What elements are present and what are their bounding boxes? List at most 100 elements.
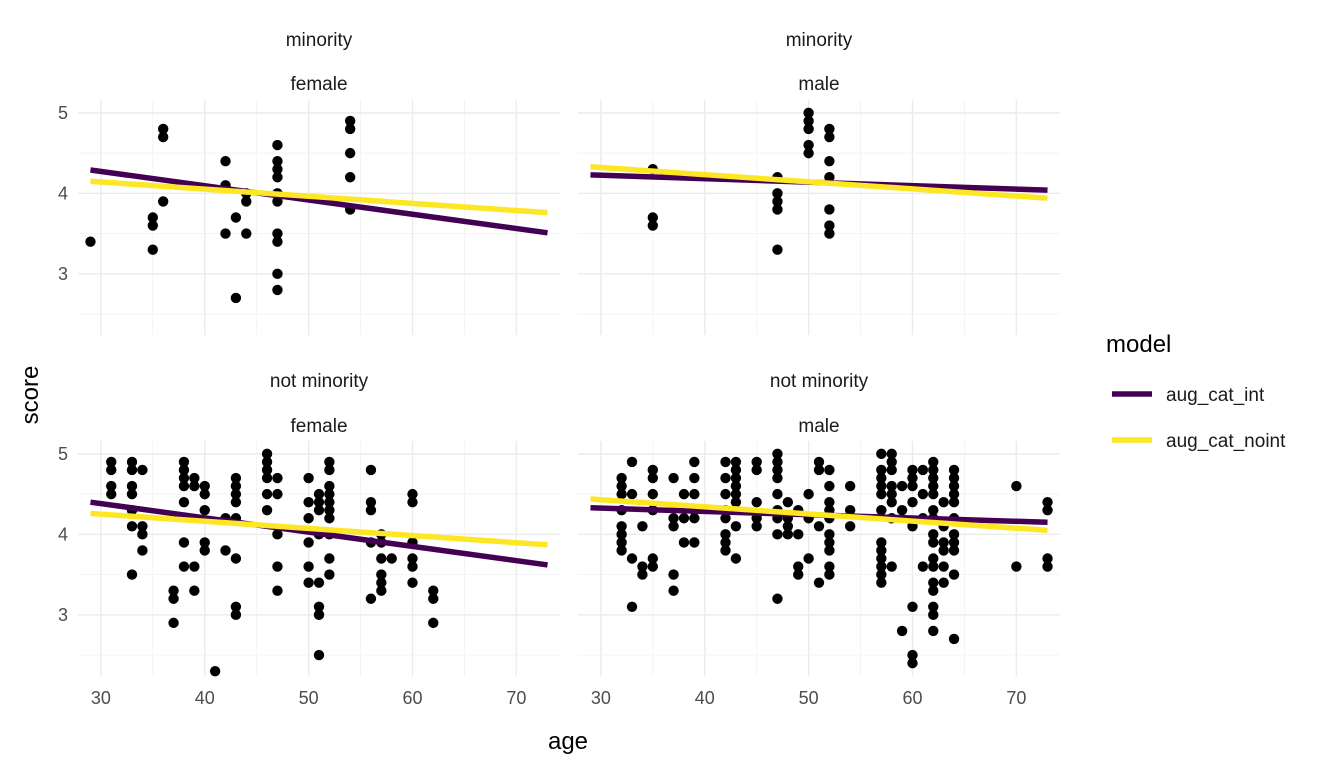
data-point xyxy=(928,464,939,476)
legend-label-aug_cat_noint: aug_cat_noint xyxy=(1166,431,1286,452)
data-points xyxy=(85,115,356,304)
data-point xyxy=(616,537,627,548)
data-point xyxy=(647,212,658,223)
data-point xyxy=(730,480,742,492)
legend-entries: aug_cat_int aug_cat_noint xyxy=(1112,385,1286,452)
data-point xyxy=(272,585,283,596)
legend: model aug_cat_int aug_cat_noint xyxy=(1106,331,1286,452)
data-point xyxy=(376,577,387,588)
data-point xyxy=(813,456,825,468)
y-tick-label: 4 xyxy=(58,183,68,203)
data-point xyxy=(824,529,835,540)
data-point xyxy=(626,488,638,500)
data-point xyxy=(896,505,908,516)
data-point xyxy=(616,472,627,484)
data-point xyxy=(876,553,887,564)
data-point xyxy=(689,456,700,468)
data-point xyxy=(365,496,377,508)
data-point xyxy=(928,529,939,540)
data-point xyxy=(782,496,794,508)
data-point xyxy=(772,488,783,500)
data-point xyxy=(948,569,960,580)
data-point xyxy=(1042,561,1053,572)
data-point xyxy=(928,505,939,516)
data-point xyxy=(407,561,418,572)
y-axis-title: score xyxy=(17,366,44,425)
data-point xyxy=(407,577,418,588)
data-point xyxy=(886,464,897,476)
data-point xyxy=(782,521,794,532)
data-point xyxy=(824,480,835,492)
data-point xyxy=(876,472,887,484)
data-point xyxy=(938,496,949,508)
data-point xyxy=(668,521,679,532)
data-point xyxy=(876,505,887,516)
data-point xyxy=(220,155,231,167)
data-point xyxy=(168,593,179,604)
data-point xyxy=(272,488,283,500)
data-point xyxy=(647,220,658,231)
data-point xyxy=(793,529,804,540)
data-point xyxy=(824,204,835,215)
data-point xyxy=(907,649,918,661)
data-point xyxy=(324,480,335,492)
data-point xyxy=(178,480,190,492)
data-point xyxy=(178,496,190,508)
data-point xyxy=(376,585,387,596)
data-point xyxy=(126,569,138,580)
data-point xyxy=(668,569,679,580)
data-point xyxy=(720,537,731,548)
x-tick-label: 70 xyxy=(506,688,526,708)
data-point xyxy=(303,537,314,548)
x-tick-label: 60 xyxy=(402,688,422,708)
data-point xyxy=(189,472,200,484)
data-point xyxy=(313,609,325,621)
fit-line-aug_cat_noint xyxy=(590,164,1048,201)
data-point xyxy=(772,456,783,468)
data-point xyxy=(928,609,939,621)
data-point xyxy=(106,480,117,492)
data-point xyxy=(626,601,638,612)
data-point xyxy=(324,569,335,580)
data-point xyxy=(324,456,335,468)
data-point xyxy=(907,496,918,508)
data-point xyxy=(647,553,658,564)
strip-label-sex: female xyxy=(290,74,347,95)
data-point xyxy=(720,545,731,556)
data-point xyxy=(189,561,200,572)
data-point xyxy=(626,456,638,468)
data-point xyxy=(824,561,835,572)
strip-label-sex: male xyxy=(798,416,839,437)
fit-line-aug_cat_noint xyxy=(90,178,548,216)
data-point xyxy=(126,521,138,532)
y-tick-label: 5 xyxy=(58,444,68,464)
x-tick-label: 60 xyxy=(902,688,922,708)
fit-line-aug_cat_int xyxy=(90,499,548,568)
data-point xyxy=(876,577,887,588)
data-point xyxy=(637,521,648,532)
panel-grid xyxy=(78,100,560,335)
data-point xyxy=(876,448,887,460)
data-point xyxy=(137,521,148,532)
data-point xyxy=(772,204,783,215)
legend-label-aug_cat_int: aug_cat_int xyxy=(1166,385,1265,406)
data-point xyxy=(272,228,283,239)
data-point xyxy=(689,537,700,548)
data-point xyxy=(948,633,960,645)
data-point xyxy=(730,496,742,508)
data-point xyxy=(803,139,814,151)
data-point xyxy=(824,496,835,508)
data-point xyxy=(616,521,627,532)
x-tick-label: 70 xyxy=(1006,688,1026,708)
panels: minority female minority male not minority fe… xyxy=(78,30,1060,677)
data-point xyxy=(772,188,783,199)
data-point xyxy=(803,147,814,159)
data-point xyxy=(928,472,939,484)
data-point xyxy=(824,131,835,143)
data-point xyxy=(647,488,658,500)
x-tick-label: 50 xyxy=(799,688,819,708)
data-point xyxy=(907,464,918,476)
data-point xyxy=(886,456,897,468)
data-point xyxy=(126,480,138,492)
data-point xyxy=(824,228,835,239)
